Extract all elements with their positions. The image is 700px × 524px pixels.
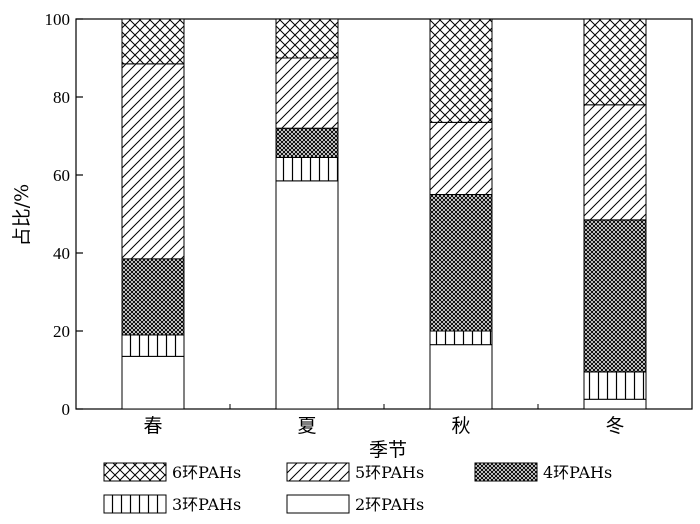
legend-label: 4环PAHs: [543, 463, 612, 482]
bar-segment: [429, 18, 493, 123]
bar-segment: [429, 344, 493, 410]
y-tick-label: 60: [53, 166, 70, 185]
legend-item: 4环PAHs: [474, 462, 612, 482]
legend-item: 6环PAHs: [103, 462, 241, 482]
legend-item: 5环PAHs: [286, 462, 424, 482]
bar-segment: [583, 18, 647, 106]
legend-label: 2环PAHs: [355, 495, 424, 514]
bar-segment: [121, 18, 185, 65]
bar-segment: [583, 104, 647, 221]
legend-label: 3环PAHs: [172, 495, 241, 514]
x-axis-title: 季节: [369, 439, 407, 461]
legend: 6环PAHs 5环PAHs 4环PAHs 3环PAHs 2环PAHs: [103, 462, 612, 514]
y-tick-label: 80: [53, 88, 70, 107]
legend-swatch: [286, 494, 350, 514]
bar-segment: [583, 219, 647, 373]
x-tick-label: 夏: [297, 415, 316, 437]
bar-segment: [429, 194, 493, 332]
x-tick-label: 冬: [605, 415, 624, 437]
x-tick-label: 春: [143, 415, 162, 437]
y-tick-label: 40: [53, 244, 70, 263]
y-tick-label: 20: [53, 322, 70, 341]
legend-swatch: [103, 462, 167, 482]
bar-segment: [275, 18, 339, 59]
bar-segment: [275, 127, 339, 158]
x-tick-label: 秋: [451, 415, 470, 437]
y-axis-title: 占比/%: [11, 184, 33, 246]
bar-segment: [121, 258, 185, 336]
bar-segment: [429, 330, 493, 346]
bar-segment: [275, 57, 339, 129]
legend-swatch: [286, 462, 350, 482]
y-tick-label: 0: [62, 400, 71, 419]
x-axis: 春夏秋冬: [143, 402, 625, 437]
legend-swatch: [103, 494, 167, 514]
legend-item: 2环PAHs: [286, 494, 424, 514]
bar-segment: [121, 355, 185, 410]
bar-segment: [583, 398, 647, 410]
bar-segment: [121, 63, 185, 260]
bar-segment: [121, 334, 185, 357]
bar-segment: [583, 371, 647, 400]
y-tick-label: 100: [45, 10, 71, 29]
legend-item: 3环PAHs: [103, 494, 241, 514]
bar-segment: [275, 156, 339, 182]
bar-segment: [429, 121, 493, 195]
legend-label: 6环PAHs: [172, 463, 241, 482]
bar-segment: [275, 180, 339, 410]
bars: [121, 18, 647, 410]
legend-swatch: [474, 462, 538, 482]
legend-label: 5环PAHs: [355, 463, 424, 482]
y-axis: 0 20 40 60 80 100: [45, 10, 83, 419]
